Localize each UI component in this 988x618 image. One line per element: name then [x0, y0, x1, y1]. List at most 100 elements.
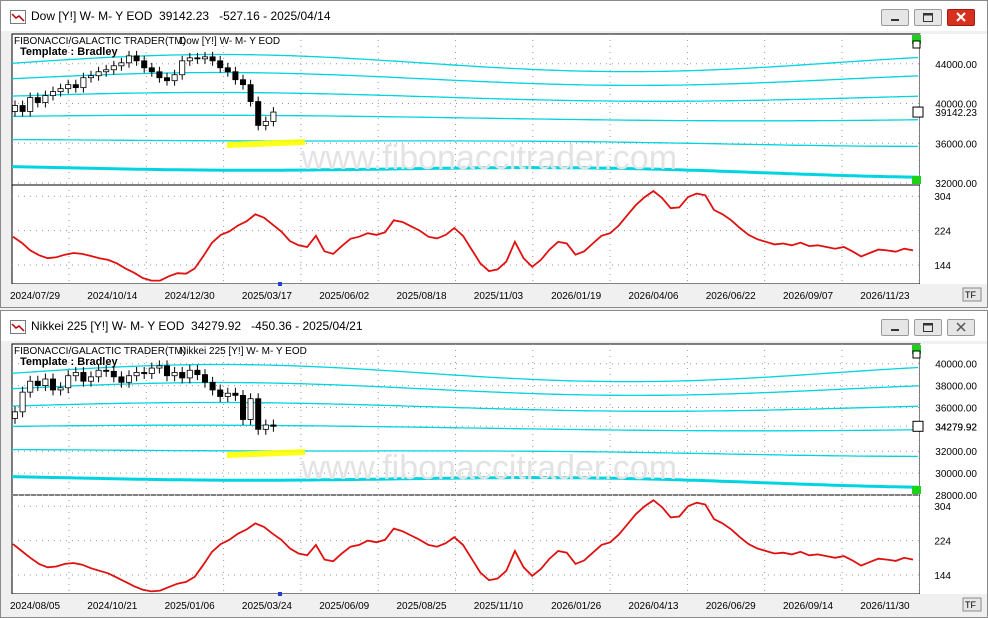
minimize-button[interactable]: [881, 319, 909, 336]
price-candle: [110, 365, 117, 383]
candle-body: [141, 60, 148, 69]
date-tick-label: 2025/11/03: [474, 291, 524, 302]
close-button[interactable]: [947, 9, 975, 26]
price-candle: [148, 62, 155, 77]
price-candle: [179, 366, 186, 384]
date-tick-label: 2024/10/14: [87, 291, 137, 302]
timeframe-button[interactable]: TF: [962, 287, 982, 302]
price-candle: [194, 52, 201, 64]
candle-body: [270, 111, 277, 122]
fibonacci-band-line: [12, 53, 919, 73]
current-price-label: 39142.23: [935, 108, 977, 119]
price-marker-icon: [912, 420, 924, 432]
chart-header-right: Nikkei 225 [Y!] W- M- Y EOD: [179, 346, 307, 357]
candle-body: [80, 372, 87, 382]
maximize-button[interactable]: [914, 9, 942, 26]
price-candle: [186, 364, 193, 384]
price-tick-label: 28000.00: [935, 491, 977, 502]
price-candle: [232, 66, 239, 85]
candle-body: [11, 105, 18, 112]
price-candle: [171, 69, 178, 86]
top-right-marker: [912, 345, 921, 354]
price-candle: [262, 116, 269, 131]
candle-body: [42, 378, 49, 386]
candle-body: [163, 365, 170, 377]
date-tick-label: 2026/06/29: [706, 601, 756, 612]
price-candle: [50, 86, 57, 101]
chart-header-right: Dow [Y!] W- M- Y EOD: [179, 36, 280, 47]
date-tick-label: 2026/09/14: [783, 601, 833, 612]
maximize-button[interactable]: [914, 319, 942, 336]
fibonacci-band-line: [12, 381, 919, 397]
dow-chart-area[interactable]: www.fibonaccitrader.com FIBONACCI/GALACTI…: [1, 31, 987, 307]
candle-body: [239, 395, 246, 420]
price-candle: [80, 366, 87, 387]
price-candle: [156, 360, 163, 374]
candle-body: [103, 369, 110, 372]
candle-body: [103, 69, 110, 73]
fibonacci-band-line: [12, 424, 919, 432]
fibonacci-band-line: [12, 165, 918, 179]
candle-body: [194, 57, 201, 60]
candle-body: [224, 392, 231, 397]
candle-body: [201, 56, 208, 60]
price-tick-label: 34279.92: [935, 422, 977, 433]
price-tick-label: 32000.00: [935, 179, 977, 190]
price-candle: [80, 72, 87, 93]
candle-body: [201, 374, 208, 383]
minimize-button[interactable]: [881, 9, 909, 26]
watermark: www.fibonaccitrader.com: [300, 139, 677, 177]
candle-body: [171, 372, 178, 377]
price-candle: [88, 70, 95, 83]
date-tick-label: 2026/04/06: [628, 291, 678, 302]
candle-body: [255, 398, 262, 430]
fibonacci-bands: [12, 53, 919, 179]
candle-body: [262, 121, 269, 126]
close-button[interactable]: [947, 319, 975, 336]
dow-chart-window[interactable]: Dow [Y!] W- M- Y EOD 39142.23 -527.16 - …: [0, 0, 988, 308]
candle-body: [232, 71, 239, 81]
candle-body: [57, 387, 64, 391]
candle-body: [126, 375, 133, 383]
price-tick-label: 36000.00: [935, 403, 977, 414]
bottom-right-marker: [912, 486, 921, 494]
candle-body: [141, 372, 148, 374]
tf-button-box: [962, 287, 982, 302]
price-candle: [255, 96, 262, 131]
timeframe-button[interactable]: TF: [962, 597, 982, 612]
price-candle: [57, 83, 64, 97]
price-candle: [148, 362, 155, 380]
price-candle: [19, 100, 26, 117]
indicator-tick-label: 224: [934, 537, 951, 548]
time-cursor-marker: [278, 592, 282, 596]
price-candle: [42, 373, 49, 392]
minimize-icon: [891, 19, 899, 21]
title-bar[interactable]: Nikkei 225 [Y!] W- M- Y EOD 34279.92 -45…: [1, 311, 987, 341]
price-candle: [201, 369, 208, 388]
candle-body: [34, 97, 41, 103]
price-tick-label: 40000.00: [935, 100, 977, 111]
price-candle: [118, 371, 125, 388]
candle-body: [126, 55, 133, 64]
minimize-icon: [891, 329, 899, 331]
price-candle: [133, 366, 140, 382]
nikkei-chart-area[interactable]: www.fibonaccitrader.com FIBONACCI/GALACTI…: [1, 341, 987, 617]
candle-body: [72, 84, 79, 89]
close-icon: [956, 12, 966, 22]
price-tick-label: 30000.00: [935, 469, 977, 480]
candle-body: [148, 67, 155, 73]
date-tick-label: 2025/06/02: [319, 291, 369, 302]
price-candle: [95, 364, 102, 383]
date-tick-label: 2024/07/29: [10, 291, 60, 302]
candle-body: [255, 101, 262, 126]
candle-body: [133, 55, 140, 62]
tf-button-label: TF: [965, 290, 976, 300]
candle-body: [95, 71, 102, 77]
candle-body: [88, 376, 95, 382]
fibonacci-band-line: [12, 71, 919, 87]
nikkei-chart-window[interactable]: Nikkei 225 [Y!] W- M- Y EOD 34279.92 -45…: [0, 310, 988, 618]
price-candle: [239, 389, 246, 425]
title-bar[interactable]: Dow [Y!] W- M- Y EOD 39142.23 -527.16 - …: [1, 1, 987, 31]
price-candle: [141, 366, 148, 380]
date-tick-label: 2025/08/18: [397, 291, 447, 302]
